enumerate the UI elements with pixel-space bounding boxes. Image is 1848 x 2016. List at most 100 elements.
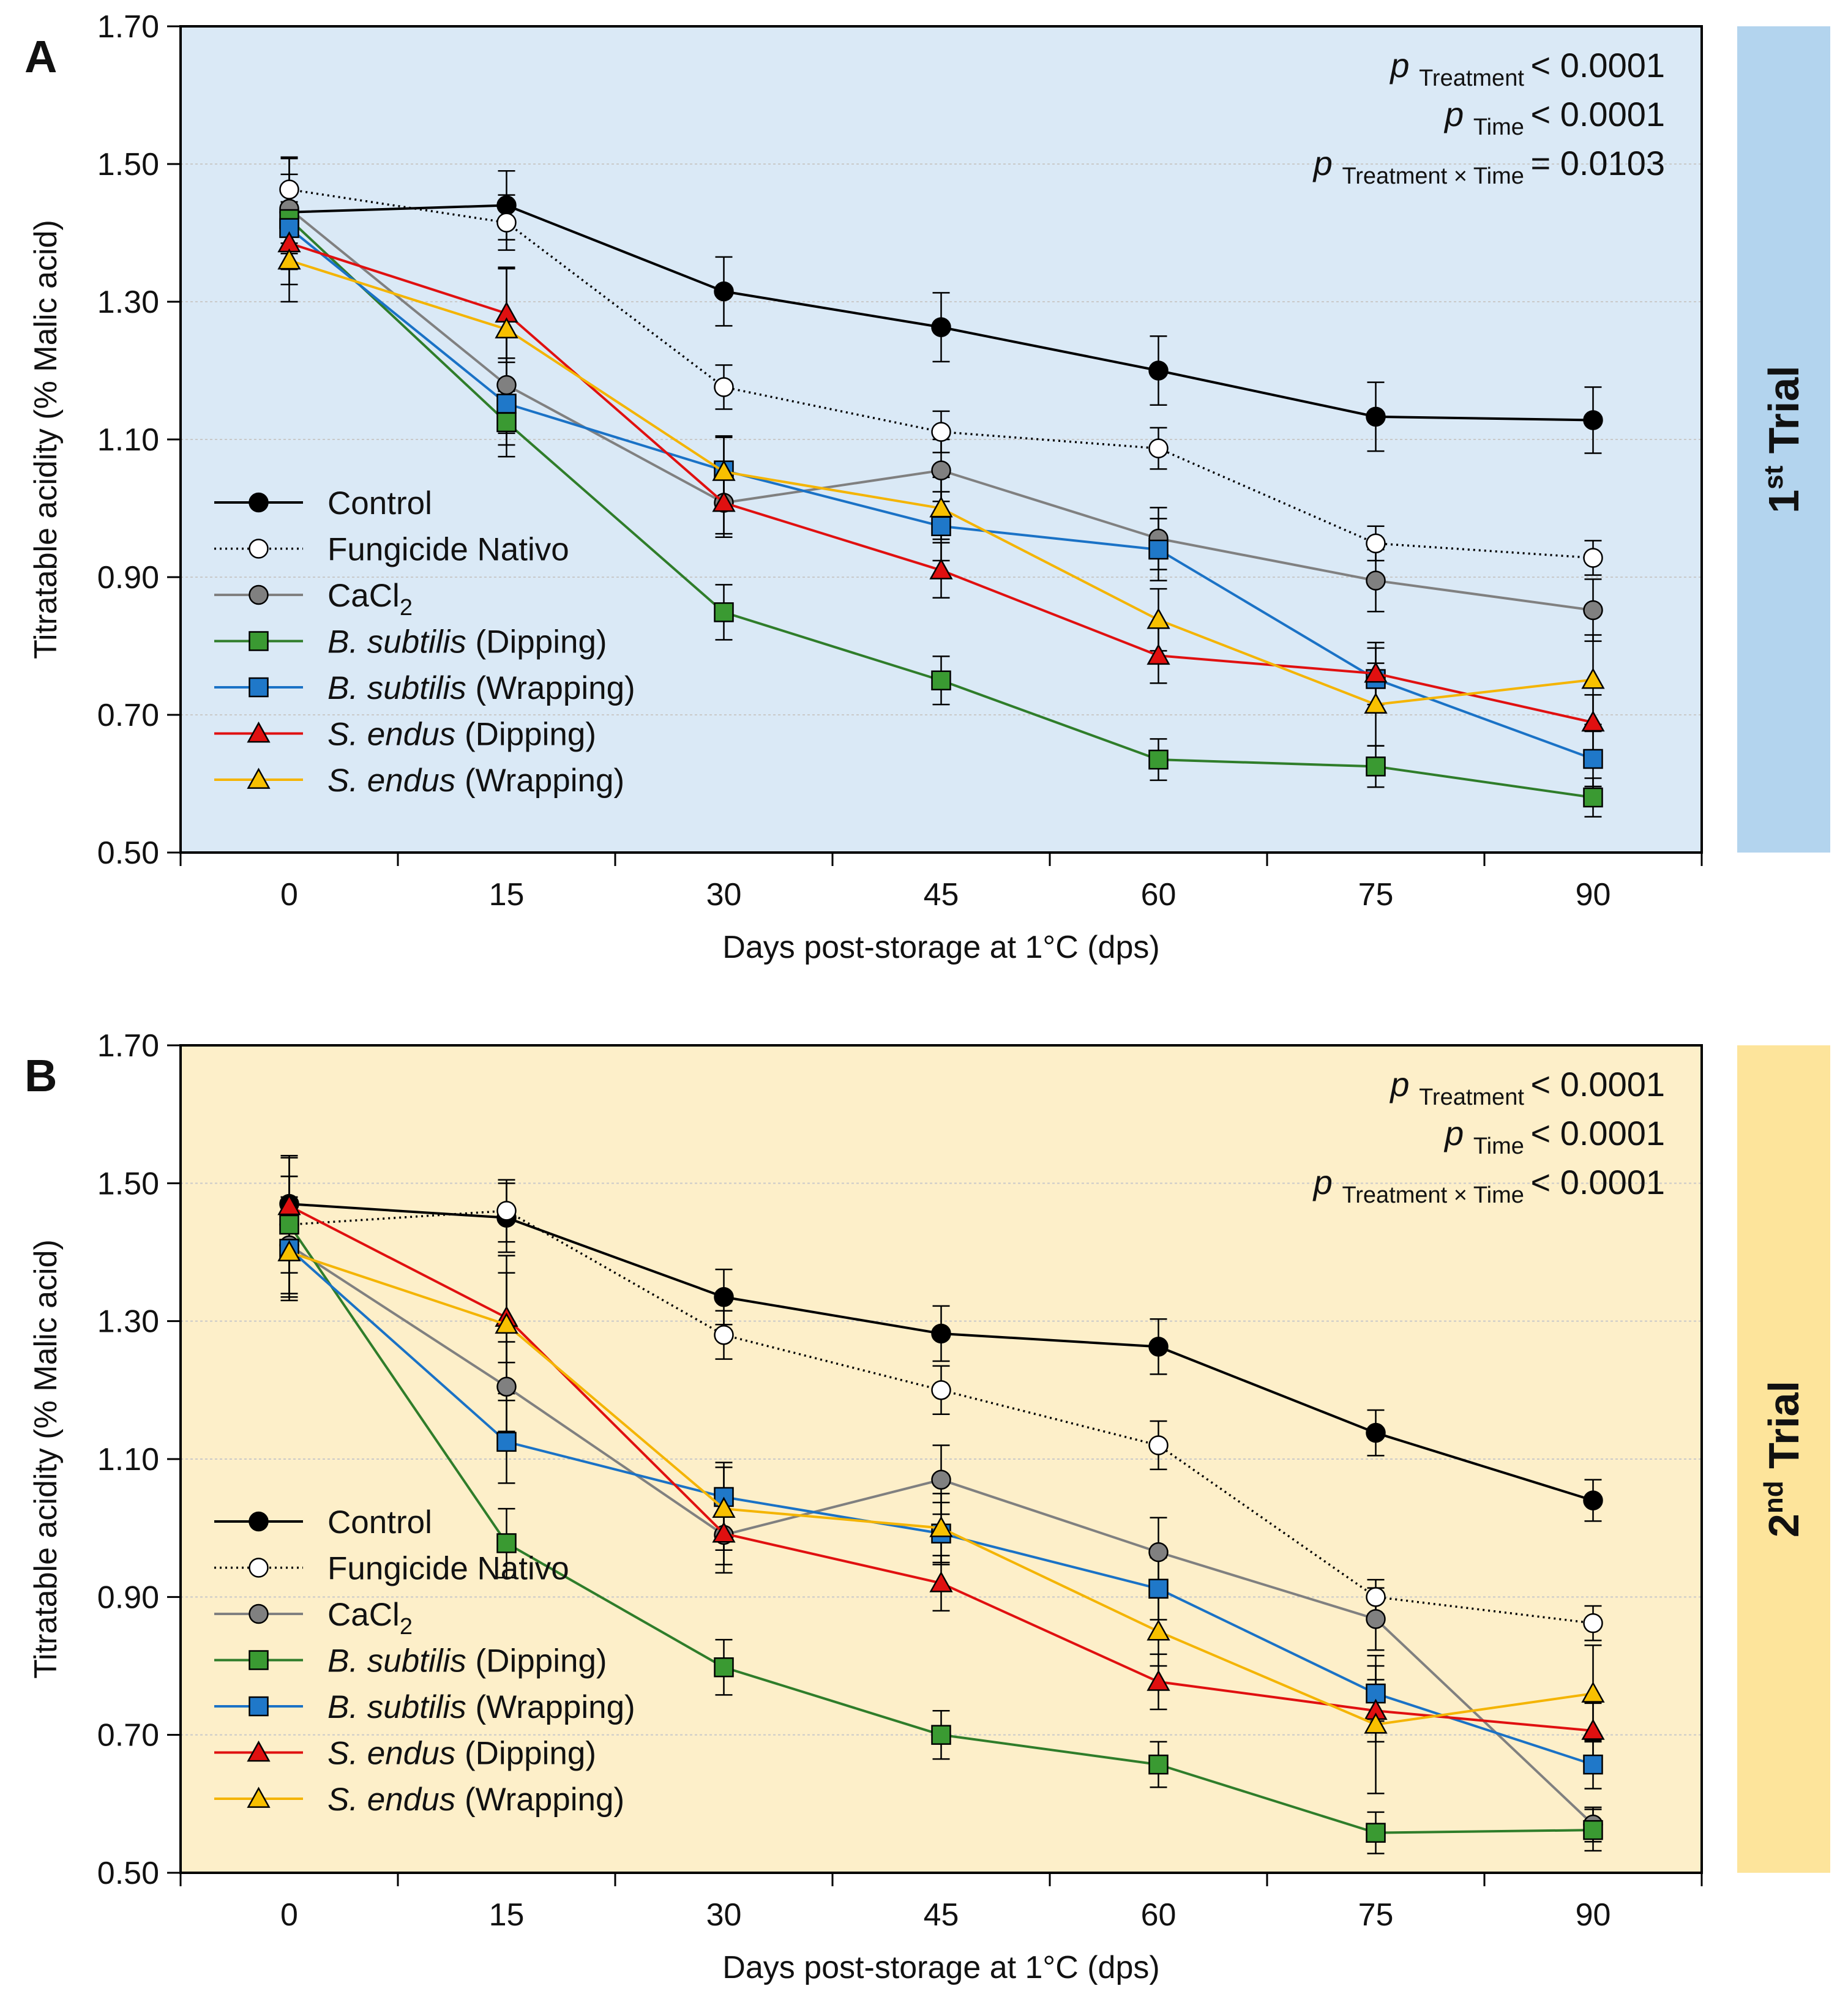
trial-label: 2nd Trial (1759, 1381, 1808, 1537)
data-point (1581, 668, 1605, 689)
data-point (929, 1571, 953, 1592)
stat-p: p (1312, 144, 1342, 182)
x-tick-label: 15 (489, 877, 525, 913)
data-point (247, 767, 271, 789)
stat-value: < 0.0001 (1530, 46, 1665, 84)
data-point (1583, 600, 1603, 621)
legend-label-sub: 2 (400, 1614, 413, 1640)
y-tick-label: 0.50 (97, 835, 159, 871)
legend-label-italic: B. subtilis (327, 670, 466, 706)
data-point (931, 516, 951, 536)
data-point (249, 539, 269, 559)
data-point (712, 490, 736, 512)
stat-p: p (1312, 1163, 1342, 1201)
series-1 (279, 179, 1603, 568)
trial-band (1737, 1045, 1830, 1873)
legend-label-italic: B. subtilis (327, 1643, 466, 1679)
trial-label: 1st Trial (1759, 365, 1808, 513)
data-point (931, 317, 951, 337)
stat-p: p (1389, 46, 1419, 84)
data-point (1583, 548, 1603, 568)
legend-label-italic: B. subtilis (327, 624, 466, 660)
x-axis-label: Days post-storage at 1°C (dps) (722, 930, 1159, 965)
y-tick-label: 1.10 (97, 422, 159, 458)
x-tick-label: 90 (1576, 1897, 1611, 1933)
data-point (929, 1516, 953, 1537)
stat-line: p Treatment × Time < 0.0001 (1312, 1163, 1665, 1208)
data-point (1366, 1587, 1386, 1607)
stat-p: p (1443, 95, 1473, 133)
data-point (1366, 1823, 1386, 1843)
stat-sub: Treatment × Time (1342, 1182, 1530, 1208)
data-point (1581, 710, 1605, 732)
panel-b: 0.50 0.70 0.90 1.10 1.30 1.50 1.70 0 15 30 45 60 75 9… (24, 1028, 1830, 1985)
legend-label-italic: S. endus (327, 717, 455, 753)
data-point (1366, 1609, 1386, 1629)
data-point (1147, 1619, 1170, 1641)
x-tick-label: 45 (924, 877, 959, 913)
data-point (496, 412, 517, 433)
data-point (1148, 360, 1169, 381)
data-point (247, 721, 271, 743)
legend-label: B. subtilis (Dipping) (327, 1643, 607, 1679)
data-point (1364, 1712, 1388, 1734)
x-tick-label: 30 (706, 877, 742, 913)
data-point (247, 1740, 271, 1762)
data-point (1366, 533, 1386, 554)
data-point (496, 1376, 517, 1397)
data-point (714, 377, 734, 397)
data-point (929, 558, 953, 580)
data-point (1583, 1820, 1603, 1840)
legend-label-text: Control (327, 1504, 432, 1540)
legend-label-rest: (Wrapping) (466, 670, 635, 706)
data-point (1583, 410, 1603, 430)
y-tick-label: 0.70 (97, 1718, 159, 1753)
x-tick-label: 75 (1358, 877, 1394, 913)
data-point (249, 631, 269, 651)
legend: Control Fungicide Nativo CaCl2 B. subtilis … (214, 485, 635, 799)
data-point (249, 1696, 269, 1717)
legend-label: B. subtilis (Wrapping) (327, 670, 635, 706)
legend-label: Fungicide Nativo (327, 1551, 569, 1587)
data-point (931, 1323, 951, 1344)
data-point (1581, 1719, 1605, 1740)
data-point (1148, 1542, 1169, 1562)
stat-sub: Treatment × Time (1342, 163, 1530, 189)
legend-label: B. subtilis (Wrapping) (327, 1689, 635, 1725)
series-3 (279, 1214, 1603, 1843)
data-point (931, 1469, 951, 1490)
data-point (712, 460, 736, 481)
y-tick-label: 0.90 (97, 560, 159, 595)
data-point (1583, 749, 1603, 769)
data-point (931, 1380, 951, 1400)
legend-label-sub: 2 (400, 595, 413, 621)
stat-p: p (1443, 1114, 1473, 1152)
data-point (1583, 1754, 1603, 1775)
data-point (712, 1521, 736, 1543)
legend-label-text: Fungicide Nativo (327, 532, 569, 568)
data-point (1148, 1754, 1169, 1775)
data-point (712, 1496, 736, 1518)
legend-label-italic: S. endus (327, 763, 455, 799)
data-point (1148, 438, 1169, 458)
data-point (1583, 787, 1603, 808)
data-point (714, 1657, 734, 1678)
x-tick-label: 60 (1141, 1897, 1177, 1933)
legend-label-italic: S. endus (327, 1782, 455, 1818)
data-point (1147, 643, 1170, 665)
y-axis-label: Titratable acidity (% Malic acid) (28, 1239, 64, 1679)
x-tick-label: 15 (489, 1897, 525, 1933)
panel-tag: A (24, 31, 57, 82)
data-point (1147, 1670, 1170, 1691)
data-point (1148, 1578, 1169, 1599)
legend-label-text: CaCl (327, 578, 400, 614)
x-tick-label: 45 (924, 1897, 959, 1933)
data-point (1148, 1337, 1169, 1357)
trial-number: 1 (1760, 490, 1808, 513)
stat-line: p Time < 0.0001 (1443, 1114, 1665, 1159)
legend-label-rest: (Wrapping) (455, 1782, 624, 1818)
stat-value: < 0.0001 (1530, 1114, 1665, 1152)
legend-label: Control (327, 485, 432, 521)
data-point (496, 195, 517, 215)
